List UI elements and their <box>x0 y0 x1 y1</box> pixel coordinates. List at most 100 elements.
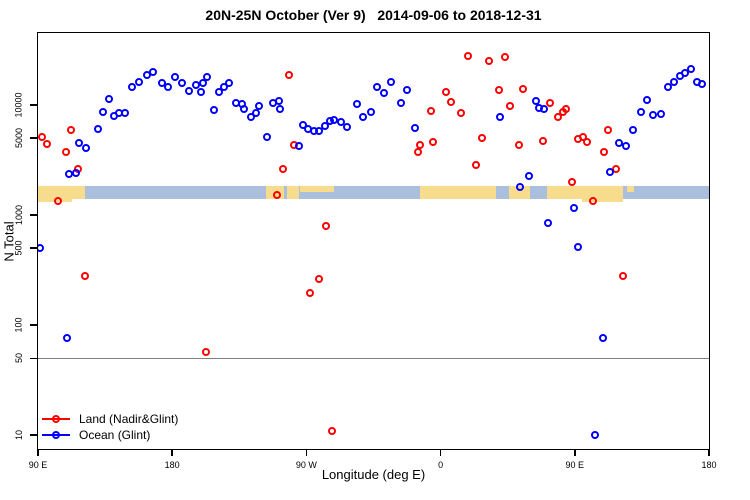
data-point-land <box>284 70 293 79</box>
data-point-land <box>273 191 282 199</box>
data-point-ocean <box>544 218 553 227</box>
data-point-land <box>519 84 528 93</box>
data-point-land <box>328 426 337 435</box>
map-strip-land <box>420 186 497 200</box>
y-axis-tick <box>30 104 38 106</box>
y-axis-title-text: N Total <box>1 220 17 262</box>
data-point-ocean <box>93 125 102 134</box>
x-axis-tick <box>171 449 173 456</box>
data-point-land <box>416 141 425 150</box>
data-point-ocean <box>38 244 44 253</box>
data-point-land <box>472 160 481 169</box>
data-point-land <box>515 141 524 150</box>
data-point-ocean <box>62 334 71 343</box>
data-point-ocean <box>663 82 672 91</box>
data-point-land <box>278 165 287 174</box>
data-point-land <box>603 126 612 135</box>
data-point-ocean <box>65 169 73 178</box>
data-point-ocean <box>359 112 368 121</box>
map-strip-land <box>300 186 334 193</box>
data-point-ocean <box>276 104 284 113</box>
legend: Land (Nadir&Glint) Ocean (Glint) <box>42 411 178 443</box>
data-point-ocean <box>219 83 228 92</box>
data-point-land <box>464 51 473 60</box>
data-point-ocean <box>274 96 283 105</box>
data-point-ocean <box>171 72 180 81</box>
data-point-ocean <box>495 112 504 121</box>
reference-line-50 <box>38 358 709 360</box>
data-point-land <box>53 197 62 206</box>
legend-label-land: Land (Nadir&Glint) <box>79 412 179 426</box>
data-point-land <box>305 289 314 298</box>
map-strip-ocean <box>38 186 709 200</box>
data-point-ocean <box>252 108 260 117</box>
legend-label-ocean: Ocean (Glint) <box>79 428 151 442</box>
chart-title: 20N-25N October (Ver 9) 2014-09-06 to 20… <box>205 7 542 23</box>
data-point-land <box>506 101 515 110</box>
data-point-land <box>583 138 592 147</box>
data-point-land <box>42 140 51 149</box>
open-circle-icon <box>52 430 60 439</box>
data-point-ocean <box>148 67 157 76</box>
data-point-ocean <box>263 133 272 142</box>
data-point-land <box>554 112 563 121</box>
data-point-land <box>567 177 576 186</box>
data-point-ocean <box>225 79 233 88</box>
data-point-ocean <box>637 108 645 117</box>
x-axis-tick <box>305 449 308 456</box>
data-point-ocean <box>669 77 678 86</box>
data-point-land <box>428 138 437 147</box>
data-point-ocean <box>120 108 129 117</box>
data-point-ocean <box>656 109 665 118</box>
data-point-ocean <box>540 104 549 113</box>
data-point-ocean <box>342 123 351 132</box>
data-point-ocean <box>525 172 534 181</box>
x-axis-tick <box>37 449 39 456</box>
map-strip-land <box>287 186 300 200</box>
data-point-ocean <box>573 243 582 252</box>
data-point-ocean <box>403 85 412 94</box>
data-point-ocean <box>75 139 83 148</box>
data-point-ocean <box>336 117 345 126</box>
data-point-ocean <box>164 82 173 91</box>
data-point-land <box>38 133 47 142</box>
map-strip-land <box>547 186 623 200</box>
data-point-ocean <box>516 182 525 191</box>
data-point-ocean <box>99 108 107 117</box>
map-strip-land-fringe <box>582 199 623 203</box>
data-point-ocean <box>598 334 607 343</box>
data-point-land <box>478 134 487 143</box>
data-point-land <box>562 104 570 113</box>
data-point-ocean <box>178 79 187 88</box>
data-point-ocean <box>104 95 113 104</box>
x-axis-title: Longitude (deg E) <box>321 467 426 482</box>
data-point-ocean <box>134 77 143 86</box>
y-axis-tick <box>30 137 38 139</box>
data-point-ocean <box>379 88 388 97</box>
data-point-land <box>588 197 597 206</box>
data-point-ocean <box>352 99 361 108</box>
x-axis-tick <box>708 449 710 456</box>
data-point-ocean <box>247 112 256 121</box>
legend-entry-ocean: Ocean (Glint) <box>42 427 178 443</box>
data-point-ocean <box>648 110 657 119</box>
map-strip-land <box>509 186 531 200</box>
data-point-ocean <box>199 79 208 88</box>
y-axis-tick <box>30 324 38 326</box>
data-point-ocean <box>642 95 651 104</box>
y-axis-tick <box>30 434 38 436</box>
data-point-land <box>546 99 555 108</box>
plot-area <box>38 33 709 449</box>
data-point-ocean <box>372 82 381 91</box>
x-axis-tick <box>439 449 442 456</box>
data-point-land <box>501 53 510 62</box>
y-axis-title: N Total <box>0 33 18 449</box>
data-point-ocean <box>605 167 614 176</box>
map-strip-land <box>626 186 634 193</box>
legend-entry-land: Land (Nadir&Glint) <box>42 411 178 427</box>
data-point-ocean <box>192 80 201 89</box>
map-strip-land <box>38 186 85 200</box>
data-point-land <box>579 133 587 142</box>
data-point-ocean <box>315 126 324 135</box>
